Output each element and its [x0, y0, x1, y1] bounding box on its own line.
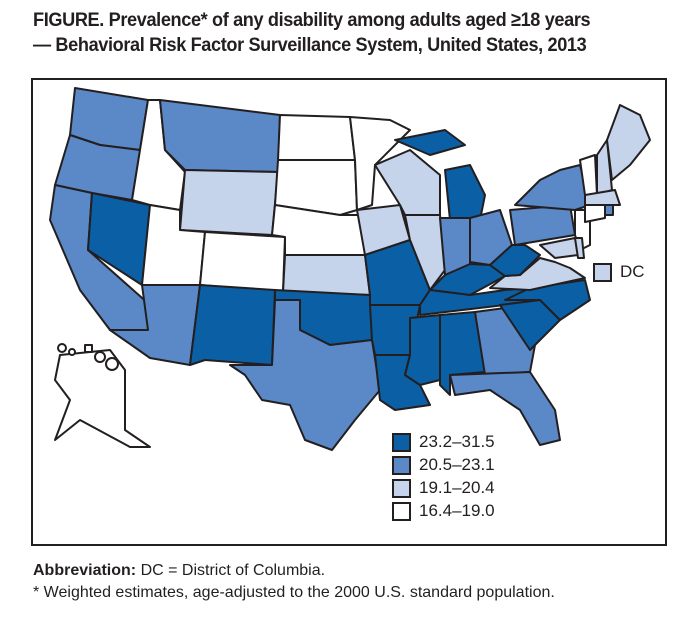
state-nm: [189, 284, 276, 366]
state-wy: [179, 169, 279, 236]
state-wv: [489, 244, 541, 277]
state-hi-island: [68, 348, 76, 356]
state-ma: [584, 189, 621, 206]
legend-item: 19.1–20.4: [392, 478, 495, 498]
state-de: [574, 237, 585, 259]
legend-swatch: [392, 501, 411, 521]
state-hi-island: [105, 357, 119, 371]
state-fl: [449, 371, 561, 446]
state-nd: [277, 114, 356, 161]
legend-label: 23.2–31.5: [419, 432, 495, 451]
state-il: [404, 214, 446, 291]
abbreviation-label: Abbreviation:: [33, 562, 137, 579]
legend-label: 16.4–19.0: [419, 501, 495, 520]
title-line-1: FIGURE. Prevalence* of any disability am…: [33, 9, 591, 31]
state-co: [199, 231, 286, 293]
state-hi-island: [94, 351, 106, 363]
title-line-2: — Behavioral Risk Factor Surveillance Sy…: [33, 34, 587, 56]
state-tx: [229, 299, 381, 451]
legend-swatch: [392, 432, 411, 452]
dc-label: DC: [620, 262, 645, 281]
state-ak: [54, 349, 151, 448]
state-hi: [84, 344, 93, 353]
dc-swatch: [593, 262, 612, 282]
state-me: [606, 104, 651, 181]
state-mi: [444, 164, 486, 221]
legend-item: 16.4–19.0: [392, 501, 495, 521]
state-md: [539, 237, 579, 259]
dc-indicator: DC: [593, 262, 645, 282]
state-miu: [394, 129, 466, 156]
state-ks: [282, 254, 371, 296]
legend-swatch: [392, 478, 411, 498]
map-frame: [31, 78, 667, 546]
state-ga: [474, 307, 536, 376]
state-mt: [159, 99, 281, 173]
state-ms: [404, 314, 441, 386]
legend-label: 19.1–20.4: [419, 478, 495, 497]
figure-title: FIGURE. Prevalence* of any disability am…: [33, 8, 591, 58]
legend-item: 20.5–23.1: [392, 455, 495, 475]
state-ri: [604, 204, 614, 216]
abbreviation-text: DC = District of Columbia.: [136, 562, 326, 579]
state-wi: [374, 149, 441, 216]
legend-label: 20.5–23.1: [419, 455, 495, 474]
state-ct: [584, 204, 606, 223]
state-ny: [514, 164, 591, 211]
legend-swatch: [392, 455, 411, 475]
legend-item: 23.2–31.5: [392, 432, 495, 452]
footnote: * Weighted estimates, age-adjusted to th…: [33, 584, 555, 601]
state-sd: [274, 159, 358, 216]
abbreviation-note: Abbreviation: DC = District of Columbia.: [33, 562, 325, 580]
state-hi-island: [57, 343, 67, 353]
